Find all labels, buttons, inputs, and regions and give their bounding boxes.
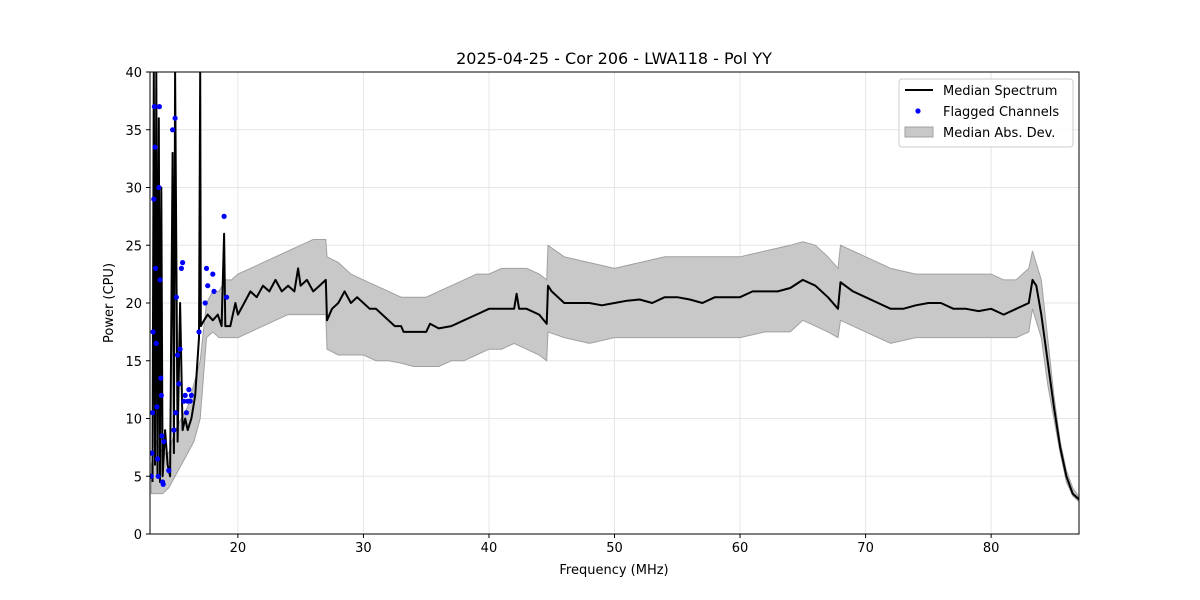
flagged-channel-point — [156, 104, 162, 110]
y-tick-label: 40 — [125, 66, 142, 81]
flagged-channel-point — [160, 481, 166, 487]
flagged-channel-point — [173, 410, 179, 416]
legend-mad-label: Median Abs. Dev. — [943, 126, 1055, 141]
flagged-channel-point — [170, 127, 176, 133]
flagged-channel-point — [205, 283, 211, 289]
flagged-channel-point — [202, 300, 208, 306]
y-tick-label: 0 — [134, 528, 142, 543]
legend-median-label: Median Spectrum — [943, 84, 1057, 99]
flagged-channel-point — [181, 398, 187, 404]
flagged-channel-point — [183, 410, 189, 416]
mad-band-area — [150, 239, 1079, 503]
flagged-channel-point — [156, 184, 162, 191]
flagged-channel-point — [159, 433, 165, 439]
y-axis-ticks: 0 5 10 15 20 25 30 35 40 — [125, 66, 150, 543]
flagged-channel-point — [221, 213, 227, 219]
x-tick-label: 30 — [355, 541, 372, 556]
x-tick-label: 40 — [481, 541, 498, 556]
flagged-channel-point — [151, 104, 157, 110]
flagged-channel-point — [158, 375, 164, 381]
legend-mad-swatch — [904, 126, 934, 138]
flagged-channel-point — [157, 277, 163, 283]
flagged-channel-point — [171, 427, 177, 433]
flagged-channel-point — [224, 294, 230, 300]
flagged-channel-point — [203, 265, 210, 271]
x-tick-label: 20 — [230, 541, 247, 556]
y-tick-label: 20 — [125, 297, 142, 312]
x-axis-ticks: 20 30 40 50 60 70 80 — [230, 534, 1000, 556]
flagged-channel-point — [210, 271, 216, 277]
flagged-channel-point — [150, 450, 155, 456]
flagged-channel-point — [180, 260, 186, 266]
flagged-channel-point — [150, 410, 156, 416]
flagged-channel-point — [172, 115, 178, 121]
legend-flagged-swatch — [915, 108, 921, 114]
mad-band — [150, 239, 1079, 503]
flagged-channel-point — [177, 346, 183, 352]
x-tick-label: 60 — [732, 541, 749, 556]
flagged-channel-point — [196, 329, 202, 335]
flagged-channel-point — [182, 392, 188, 398]
y-tick-label: 15 — [125, 355, 142, 370]
x-axis-label: Frequency (MHz) — [559, 563, 668, 578]
x-tick-label: 80 — [983, 541, 1000, 556]
y-tick-label: 30 — [125, 182, 142, 197]
flagged-channel-point — [178, 265, 184, 271]
flagged-channel-point — [150, 473, 154, 479]
median-line — [151, 72, 1079, 501]
legend-box — [898, 78, 1074, 148]
x-tick-label: 50 — [606, 541, 623, 556]
median-spectrum-line — [151, 72, 1079, 501]
flagged-channel-point — [152, 144, 158, 150]
y-tick-label: 5 — [134, 470, 142, 485]
y-tick-label: 35 — [125, 124, 142, 139]
flagged-channel-point — [155, 473, 161, 479]
flagged-points — [150, 104, 230, 487]
flagged-channel-point — [211, 288, 217, 294]
flagged-channel-point — [175, 352, 181, 358]
flagged-channel-point — [158, 392, 164, 398]
flagged-channel-point — [153, 265, 159, 271]
y-tick-label: 25 — [125, 239, 142, 254]
flagged-channel-point — [150, 329, 156, 335]
flagged-channel-point — [154, 404, 160, 410]
y-axis-label: Power (CPU) — [102, 263, 117, 343]
chart-title: 2025-04-25 - Cor 206 - LWA118 - Pol YY — [456, 49, 772, 68]
x-tick-label: 70 — [857, 541, 874, 556]
flagged-channel-point — [173, 294, 179, 300]
flagged-channel-point — [154, 456, 161, 462]
flagged-channel-point — [153, 340, 159, 346]
flagged-channel-point — [166, 467, 172, 474]
y-tick-label: 10 — [125, 413, 142, 428]
flagged-channel-point — [187, 398, 193, 404]
flagged-channel-point — [186, 387, 192, 393]
flagged-channel-point — [176, 381, 182, 387]
legend-flagged-label: Flagged Channels — [943, 105, 1059, 120]
legend: Median Spectrum Flagged Channels Median … — [898, 78, 1074, 148]
flagged-channel-point — [188, 392, 194, 398]
flagged-channel-point — [151, 196, 157, 202]
flagged-channel-point — [161, 439, 167, 445]
